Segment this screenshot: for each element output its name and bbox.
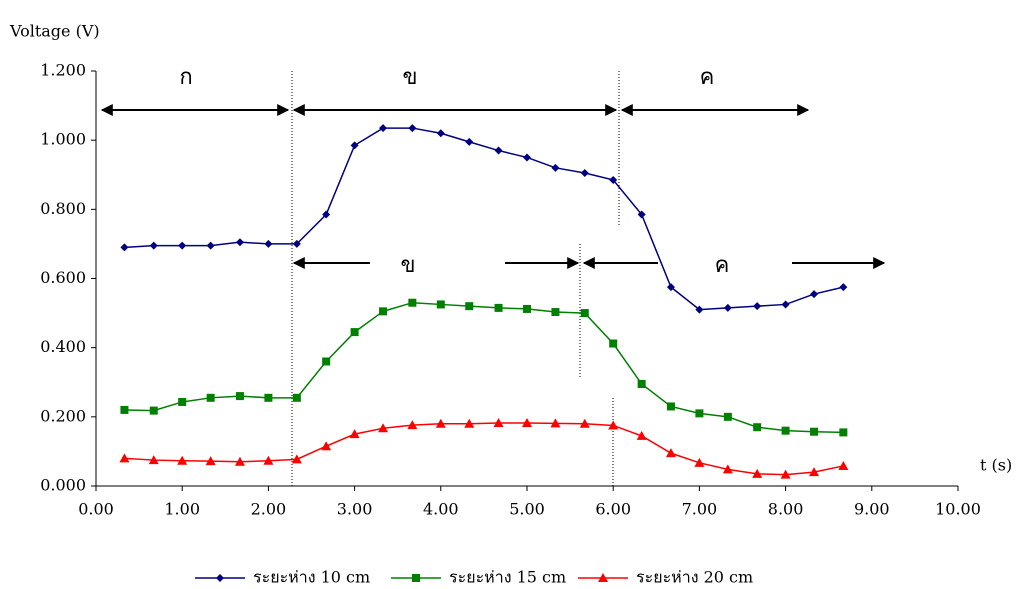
point — [379, 307, 387, 315]
x-tick-label: 4.00 — [423, 500, 459, 519]
point — [638, 380, 646, 388]
point — [695, 409, 703, 417]
point — [379, 124, 387, 132]
x-tick-label: 5.00 — [509, 500, 545, 519]
point — [753, 302, 761, 310]
x-tick-label: 8.00 — [768, 500, 804, 519]
point — [150, 407, 158, 415]
point — [551, 308, 559, 316]
point — [495, 304, 503, 312]
point — [236, 238, 244, 246]
point — [293, 394, 301, 402]
legend-label: ระยะห่าง 20 cm — [636, 568, 753, 587]
y-axis-label: Voltage (V) — [9, 22, 100, 41]
x-tick-label: 3.00 — [337, 500, 373, 519]
point — [724, 304, 732, 312]
point — [523, 305, 531, 313]
y-tick-label: 0.000 — [40, 476, 86, 495]
point — [839, 283, 847, 291]
point — [810, 428, 818, 436]
annotation: ก — [179, 65, 192, 90]
point — [408, 299, 416, 307]
point — [437, 129, 445, 137]
point — [581, 309, 589, 317]
y-tick-label: 0.800 — [40, 199, 86, 218]
x-tick-label: 10.00 — [935, 500, 981, 519]
x-tick-label: 6.00 — [595, 500, 631, 519]
series-line — [124, 423, 843, 475]
x-axis-label: t (s) — [980, 456, 1012, 475]
point — [465, 138, 473, 146]
point — [207, 242, 215, 250]
point — [178, 242, 186, 250]
point — [465, 302, 473, 310]
point — [264, 394, 272, 402]
annotation: ข — [402, 65, 417, 90]
point — [782, 427, 790, 435]
point — [839, 428, 847, 436]
point — [810, 290, 818, 298]
x-tick-label: 7.00 — [682, 500, 718, 519]
annotation: ข — [400, 253, 415, 278]
annotation: ค — [715, 253, 730, 278]
point — [667, 402, 675, 410]
chart: Voltage (V) t (s) 0.000 0.200 0.400 0.600 0.… — [0, 0, 1019, 589]
point — [523, 153, 531, 161]
point — [351, 141, 359, 149]
point — [178, 398, 186, 406]
y-tick-label: 0.200 — [40, 406, 86, 425]
y-tick-label: 0.400 — [40, 337, 86, 356]
point — [321, 441, 331, 450]
point — [724, 413, 732, 421]
point — [551, 164, 559, 172]
point — [495, 147, 503, 155]
point — [609, 340, 617, 348]
legend-marker — [216, 574, 224, 582]
point — [581, 169, 589, 177]
point — [351, 328, 359, 336]
point — [120, 243, 128, 251]
y-tick-label: 0.600 — [40, 268, 86, 287]
point — [150, 242, 158, 250]
legend-marker — [412, 574, 420, 582]
point — [437, 300, 445, 308]
point — [666, 448, 676, 457]
x-tick-label: 9.00 — [854, 500, 890, 519]
point — [408, 124, 416, 132]
x-tick-label: 1.00 — [164, 500, 200, 519]
annotation: ค — [700, 65, 715, 90]
legend-label: ระยะห่าง 15 cm — [449, 568, 566, 587]
point — [120, 406, 128, 414]
point — [753, 423, 761, 431]
x-tick-label: 2.00 — [251, 500, 287, 519]
point — [838, 461, 848, 470]
point — [236, 392, 244, 400]
series-line — [124, 303, 843, 433]
legend-label: ระยะห่าง 10 cm — [253, 568, 370, 587]
point — [207, 394, 215, 402]
point — [322, 358, 330, 366]
y-tick-label: 1.000 — [40, 130, 86, 149]
point — [782, 300, 790, 308]
y-tick-label: 1.200 — [40, 61, 86, 80]
x-tick-label: 0.00 — [78, 500, 114, 519]
series-line — [124, 128, 843, 310]
point — [264, 240, 272, 248]
